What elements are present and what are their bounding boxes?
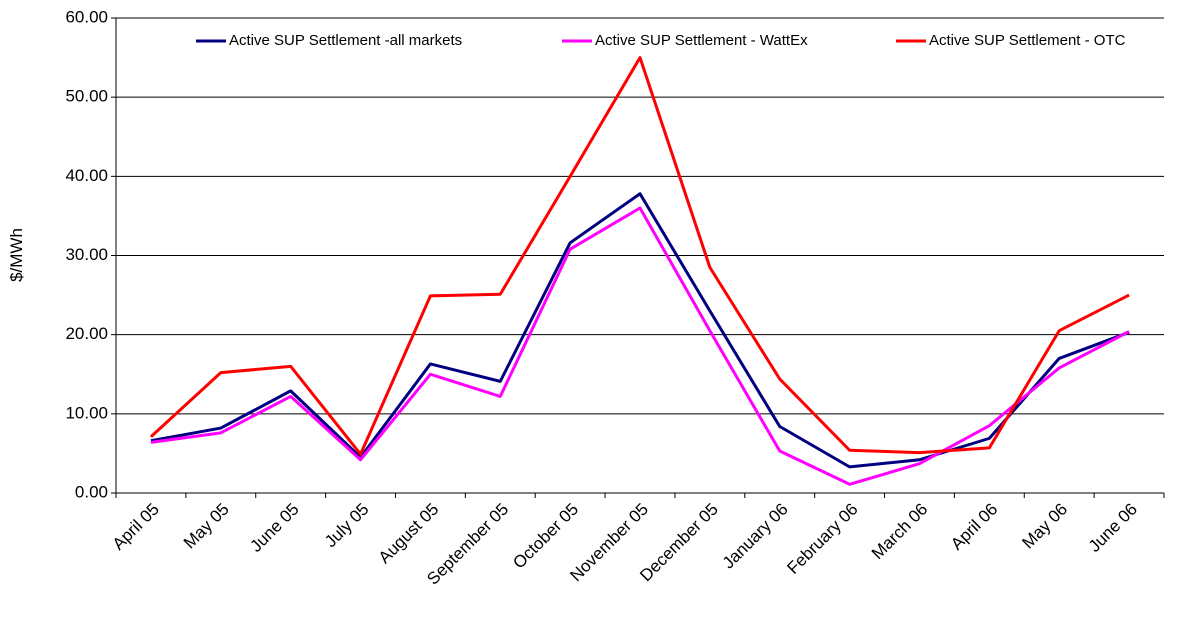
x-tick-label: August 05	[375, 500, 443, 568]
x-tick-label: January 06	[719, 500, 792, 573]
x-tick-label: October 05	[509, 500, 582, 573]
legend-label: Active SUP Settlement -all markets	[229, 32, 462, 49]
x-tick-label: May 06	[1018, 500, 1071, 553]
x-tick-label: June 05	[246, 500, 302, 556]
y-tick-label: 0.00	[75, 482, 108, 501]
y-tick-label: 40.00	[65, 166, 108, 185]
x-tick-label: June 06	[1085, 500, 1141, 556]
y-axis-label: $/MWh	[7, 228, 26, 282]
x-tick-label: April 06	[947, 500, 1001, 554]
series-line	[150, 192, 1130, 469]
x-tick-label: July 05	[321, 500, 373, 552]
x-tick-label: April 05	[109, 500, 163, 554]
series-line	[149, 56, 1130, 456]
y-tick-label: 60.00	[65, 7, 108, 26]
y-tick-label: 50.00	[65, 87, 108, 106]
series-line	[150, 206, 1130, 486]
x-tick-label: March 06	[868, 500, 932, 564]
y-tick-label: 10.00	[65, 403, 108, 422]
y-tick-label: 30.00	[65, 245, 108, 264]
legend-label: Active SUP Settlement - OTC	[929, 32, 1126, 49]
legend-label: Active SUP Settlement - WattEx	[595, 32, 808, 49]
x-tick-label: May 05	[180, 500, 233, 553]
x-tick-label: February 06	[783, 500, 861, 578]
y-tick-label: 20.00	[65, 324, 108, 343]
